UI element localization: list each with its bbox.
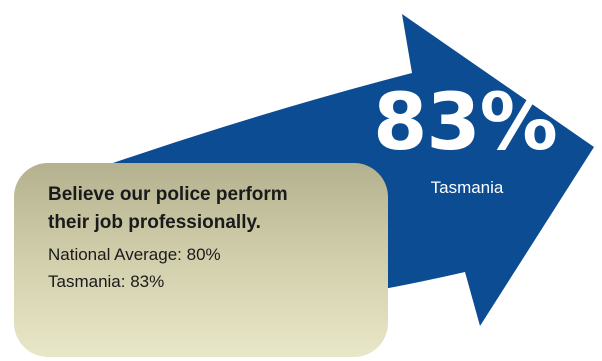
headline-percentage: 83% — [373, 78, 558, 168]
info-heading: Believe our police perform their job pro… — [48, 184, 288, 233]
headline-region-label: Tasmania — [430, 178, 504, 197]
tasmania-line: Tasmania: 83% — [48, 272, 165, 291]
national-average-line: National Average: 80% — [48, 245, 221, 264]
info-box: Believe our police perform their job pro… — [14, 163, 388, 357]
